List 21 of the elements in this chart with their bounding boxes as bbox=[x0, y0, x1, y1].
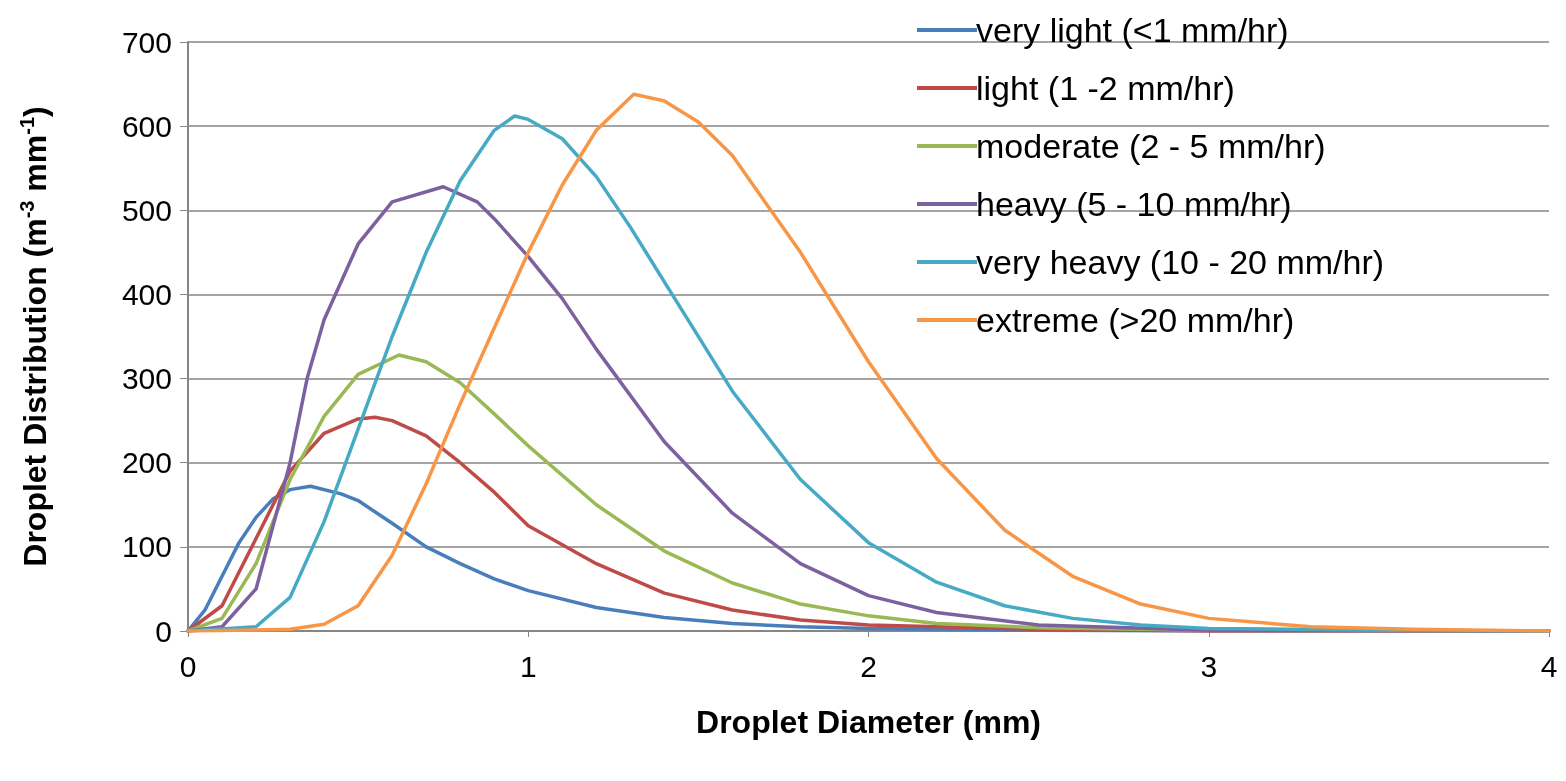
x-axis-title: Droplet Diameter (mm) bbox=[696, 704, 1041, 740]
x-tick-label: 0 bbox=[179, 649, 197, 683]
x-tick-label: 3 bbox=[1200, 649, 1218, 683]
y-tick-label: 200 bbox=[121, 446, 172, 480]
legend-label: very heavy (10 - 20 mm/hr) bbox=[976, 243, 1385, 281]
y-tick-label: 700 bbox=[121, 25, 172, 59]
y-tick-label: 100 bbox=[121, 530, 172, 564]
x-tick-label: 4 bbox=[1540, 649, 1558, 683]
legend-label: extreme (>20 mm/hr) bbox=[976, 301, 1295, 339]
y-tick-label: 600 bbox=[121, 109, 172, 143]
y-tick-label: 0 bbox=[155, 614, 172, 648]
legend-label: light (1 -2 mm/hr) bbox=[976, 69, 1235, 107]
legend-label: moderate (2 - 5 mm/hr) bbox=[976, 127, 1326, 165]
legend-label: very light (<1 mm/hr) bbox=[976, 11, 1289, 49]
y-axis-title: Droplet Distribution (m-3 mm-1) bbox=[16, 106, 53, 567]
legend-label: heavy (5 - 10 mm/hr) bbox=[976, 185, 1292, 223]
y-tick-label: 300 bbox=[121, 362, 172, 396]
x-tick-label: 2 bbox=[860, 649, 877, 683]
y-tick-label: 400 bbox=[121, 277, 172, 311]
x-tick-label: 1 bbox=[519, 649, 537, 683]
y-tick-label: 500 bbox=[121, 193, 172, 227]
